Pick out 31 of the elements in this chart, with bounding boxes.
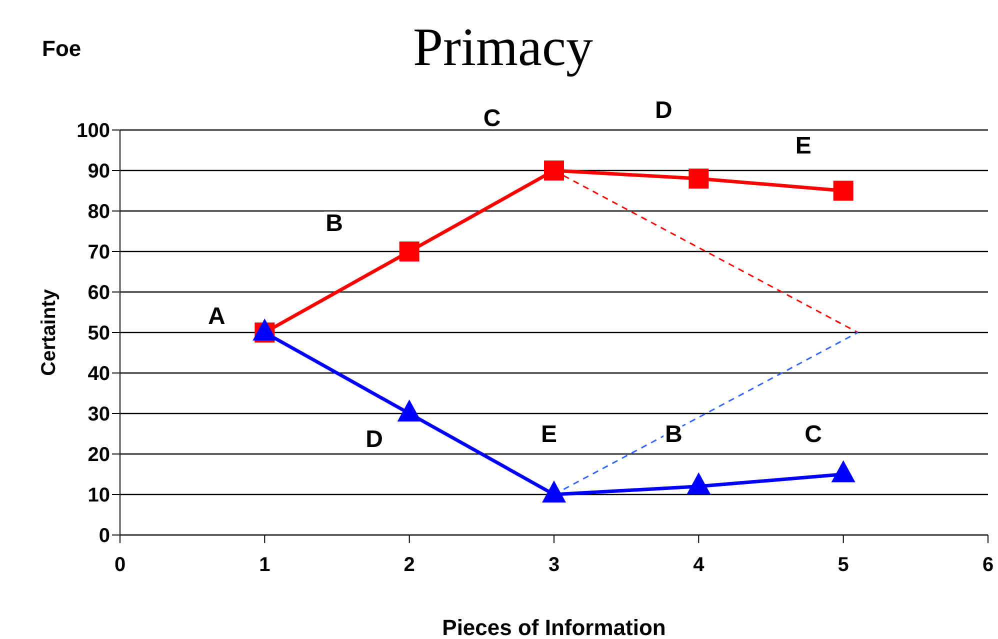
chart-subtitle: Foe — [42, 36, 82, 62]
x-tick-label: 2 — [404, 554, 415, 576]
annotation: E — [795, 132, 812, 160]
y-tick-label: 0 — [98, 525, 110, 548]
x-axis-title: Pieces of Information — [442, 615, 666, 639]
annotation: B — [664, 420, 682, 448]
y-tick-label: 40 — [88, 363, 110, 386]
annotation: A — [208, 303, 226, 330]
x-tick-label: 6 — [982, 554, 994, 576]
y-axis-title: Certainty — [38, 288, 60, 376]
y-tick-label: 70 — [88, 242, 110, 264]
x-tick-label: 4 — [693, 554, 706, 576]
x-tick-label: 3 — [548, 554, 560, 576]
x-tick-label: 0 — [114, 554, 126, 576]
x-tick-label: 5 — [838, 554, 849, 576]
y-tick-label: 50 — [88, 322, 110, 345]
annotation: D — [654, 97, 672, 124]
annotation: E — [540, 421, 558, 448]
x-tick-label: 1 — [259, 554, 270, 576]
y-tick-label: 100 — [76, 120, 110, 142]
annotation: C — [483, 105, 501, 132]
y-tick-label: 10 — [88, 484, 110, 507]
y-tick-label: 30 — [88, 404, 110, 426]
y-tick-label: 60 — [88, 282, 110, 304]
chart-title: Primacy — [413, 17, 593, 77]
annotation: C — [804, 420, 822, 448]
y-tick-label: 80 — [88, 201, 110, 224]
annotation: B — [326, 210, 344, 237]
y-tick-label: 20 — [88, 444, 110, 466]
annotation: D — [366, 426, 384, 453]
y-tick-label: 90 — [88, 160, 110, 183]
